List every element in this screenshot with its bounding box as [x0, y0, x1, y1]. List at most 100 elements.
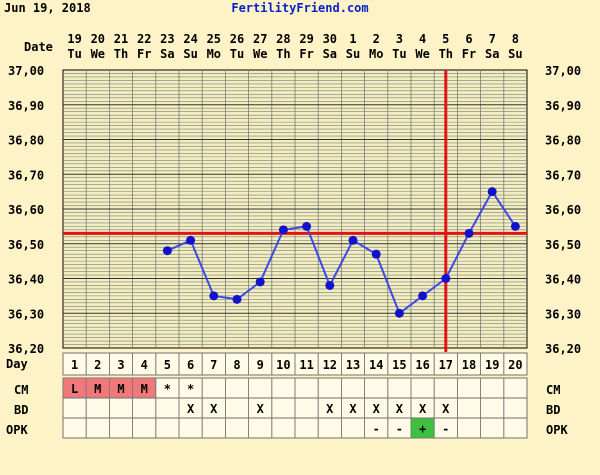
- weekday-label: Fr: [462, 47, 476, 61]
- date-label: 27: [253, 32, 267, 46]
- y-tick-label-right: 36,80: [545, 134, 581, 148]
- days-cell-value: 1: [71, 358, 78, 372]
- bd-row-label-right: BD: [546, 403, 560, 417]
- date-label: 30: [323, 32, 337, 46]
- days-cell-value: 17: [439, 358, 453, 372]
- bd-cell-value: X: [373, 402, 381, 416]
- opk-cell-value: -: [442, 422, 449, 436]
- bd-row-label: BD: [14, 403, 28, 417]
- date-label: 5: [442, 32, 449, 46]
- date-label: 21: [114, 32, 128, 46]
- weekday-label: Th: [114, 47, 128, 61]
- date-label: 3: [396, 32, 403, 46]
- weekday-label: Su: [183, 47, 197, 61]
- days-cell-value: 18: [462, 358, 476, 372]
- days-cell-value: 3: [117, 358, 124, 372]
- temperature-point[interactable]: [186, 235, 196, 245]
- opk-row-label-right: OPK: [546, 423, 568, 437]
- weekday-label: Su: [508, 47, 522, 61]
- days-cell-value: 5: [164, 358, 171, 372]
- temperature-point[interactable]: [510, 221, 520, 231]
- y-tick-label: 36,20: [8, 342, 44, 356]
- days-cell-value: 16: [415, 358, 429, 372]
- weekday-label: Sa: [160, 47, 174, 61]
- weekday-label: Su: [346, 47, 360, 61]
- temperature-point[interactable]: [487, 187, 497, 197]
- weekday-label: Th: [439, 47, 453, 61]
- date-label: 1: [349, 32, 356, 46]
- y-tick-label-right: 36,50: [545, 238, 581, 252]
- temperature-point[interactable]: [371, 249, 381, 259]
- bd-cell-value: X: [326, 402, 334, 416]
- days-cell-value: 12: [323, 358, 337, 372]
- date-label: 7: [489, 32, 496, 46]
- weekday-label: Mo: [369, 47, 383, 61]
- days-cell-value: 11: [299, 358, 313, 372]
- cm-cell-value: *: [187, 382, 194, 396]
- weekday-label: We: [415, 47, 429, 61]
- temperature-point[interactable]: [464, 228, 474, 238]
- y-tick-label-right: 37,00: [545, 64, 581, 78]
- date-label: 28: [276, 32, 290, 46]
- days-cell-value: 2: [94, 358, 101, 372]
- cm-row-label: CM: [14, 383, 28, 397]
- temperature-point[interactable]: [302, 221, 312, 231]
- date-label: 2: [373, 32, 380, 46]
- weekday-label: Tu: [67, 47, 81, 61]
- cm-cell-value: M: [117, 382, 124, 396]
- date-label: 29: [299, 32, 313, 46]
- temperature-point[interactable]: [162, 246, 172, 256]
- date-label: 23: [160, 32, 174, 46]
- temperature-point[interactable]: [418, 291, 428, 301]
- weekday-label: Th: [276, 47, 290, 61]
- y-tick-label-right: 36,70: [545, 168, 581, 182]
- weekday-label: Sa: [485, 47, 499, 61]
- days-cell-value: 6: [187, 358, 194, 372]
- date-row-label: Date: [24, 40, 53, 54]
- opk-cell: [503, 417, 528, 439]
- bd-cell-value: X: [349, 402, 357, 416]
- temperature-point[interactable]: [232, 294, 242, 304]
- opk-row-label: OPK: [6, 423, 28, 437]
- y-tick-label-right: 36,40: [545, 273, 581, 287]
- site-link[interactable]: FertilityFriend.com: [231, 1, 368, 15]
- temperature-point[interactable]: [209, 291, 219, 301]
- plot-area: 37,00 37,00 36,90 36,90 36,80 36,80 36,70 36,70…: [8, 32, 581, 439]
- date-label: 24: [183, 32, 197, 46]
- days-cell-value: 15: [392, 358, 406, 372]
- temperature-point[interactable]: [325, 280, 335, 290]
- header-date: Jun 19, 2018: [4, 1, 91, 15]
- date-label: 22: [137, 32, 151, 46]
- cm-row-label-right: CM: [546, 383, 560, 397]
- y-tick-label-right: 36,90: [545, 99, 581, 113]
- y-tick-label: 36,40: [8, 273, 44, 287]
- days-cell-value: 14: [369, 358, 383, 372]
- temperature-point[interactable]: [394, 308, 404, 318]
- weekday-label: Fr: [137, 47, 151, 61]
- days-cell-value: 9: [257, 358, 264, 372]
- date-label: 4: [419, 32, 426, 46]
- days-cell-value: 4: [141, 358, 148, 372]
- temperature-point[interactable]: [255, 277, 265, 287]
- temperature-point[interactable]: [441, 274, 451, 283]
- weekday-label: Sa: [323, 47, 337, 61]
- days-cell-value: 13: [346, 358, 360, 372]
- temperature-point[interactable]: [348, 235, 358, 245]
- bd-cell-value: X: [419, 402, 427, 416]
- date-label: 6: [465, 32, 472, 46]
- weekday-label: We: [91, 47, 105, 61]
- cm-cell-value: L: [71, 382, 78, 396]
- bd-cell-value: X: [442, 402, 450, 416]
- temperature-point[interactable]: [278, 225, 288, 235]
- date-label: 19: [67, 32, 81, 46]
- cm-cell-value: *: [164, 382, 171, 396]
- days-cell-value: 19: [485, 358, 499, 372]
- date-label: 20: [91, 32, 105, 46]
- bd-cell-value: X: [396, 402, 404, 416]
- days-cell-value: 20: [508, 358, 522, 372]
- days-cell: [503, 352, 528, 376]
- day-row-label: Day: [6, 357, 28, 371]
- y-tick-label: 36,60: [8, 203, 44, 217]
- cm-cell-value: M: [141, 382, 148, 396]
